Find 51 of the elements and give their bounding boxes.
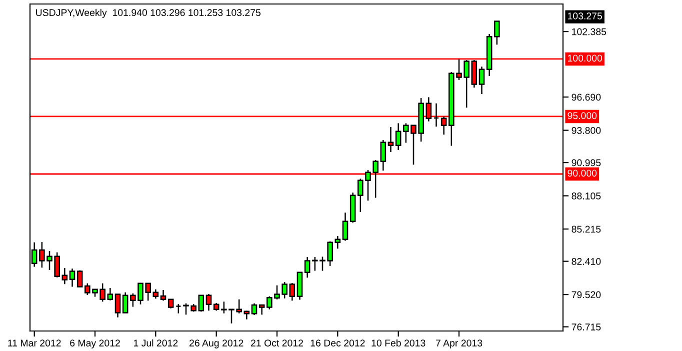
- candlestick: [244, 310, 250, 320]
- y-tick-label: 102.385: [572, 28, 606, 36]
- candlestick: [395, 122, 402, 151]
- x-tick-label: 16 Dec 2012: [310, 340, 365, 346]
- y-tick-label: 96.690: [572, 94, 601, 101]
- chart-title: USDJPY,Weekly 101.940 103.296 101.253 103.275: [36, 8, 261, 18]
- candlestick: [433, 102, 440, 128]
- y-tick-label: 90.995: [572, 159, 601, 166]
- y-tick-label: 79.520: [572, 291, 601, 298]
- x-tick-label: 21 Oct 2012: [251, 340, 303, 346]
- ref-line-label: 95.000: [568, 112, 597, 120]
- x-tick-label: 6 May 2012: [70, 340, 120, 348]
- candlestick: [69, 268, 76, 288]
- ref-line-label: 100.000: [568, 54, 602, 62]
- candlestick: [160, 289, 166, 302]
- candlestick: [486, 33, 492, 77]
- ref-line-label: 90.000: [568, 170, 597, 177]
- y-tick-label: 76.715: [572, 324, 601, 330]
- candlestick: [107, 287, 114, 302]
- candlestick: [122, 292, 128, 314]
- candlestick: [380, 139, 386, 172]
- x-tick-label: 1 Jul 2012: [134, 339, 178, 346]
- candlestick: [388, 126, 394, 153]
- candlestick: [213, 302, 220, 312]
- candlestick: [251, 302, 258, 316]
- candlestick: [206, 293, 212, 312]
- candlestick: [176, 303, 182, 314]
- y-tick-label: 82.410: [572, 258, 601, 265]
- x-tick-label: 7 Apr 2013: [436, 340, 482, 348]
- text: 103.275: [568, 12, 602, 20]
- y-tick-label: 85.215: [572, 226, 601, 233]
- candlestick: [289, 282, 296, 302]
- candlestick: [152, 288, 159, 300]
- candlestick: [198, 294, 204, 312]
- candlestick: [334, 235, 341, 250]
- candlestick: [76, 270, 83, 288]
- x-tick-label: 10 Feb 2013: [372, 339, 426, 346]
- candlestick: [478, 66, 485, 95]
- y-tick-label: 93.800: [572, 127, 601, 134]
- candlestick: [258, 304, 265, 316]
- candlestick: [342, 212, 348, 242]
- candlestick: [494, 20, 500, 46]
- candlestick: [114, 293, 121, 318]
- candlestick: [304, 256, 310, 278]
- candlestick: [350, 192, 356, 224]
- x-tick-label: 26 Aug 2012: [190, 340, 244, 348]
- candlestick: [296, 271, 303, 300]
- y-tick-label: 88.105: [572, 192, 601, 200]
- x-tick-label: 11 Mar 2012: [8, 340, 61, 346]
- candlestick: [168, 298, 174, 309]
- candlestick: [62, 267, 68, 285]
